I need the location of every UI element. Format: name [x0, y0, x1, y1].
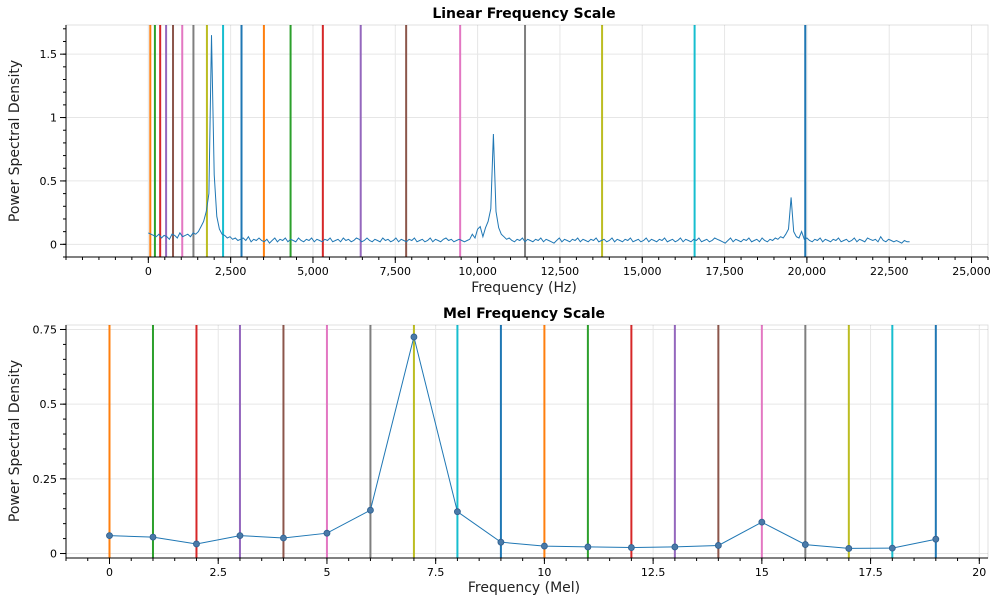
- plot-area-frame: [65, 324, 989, 559]
- x-tick-label: 12.5: [641, 566, 666, 579]
- chart-title: Linear Frequency Scale: [432, 6, 615, 22]
- y-axis-label: Power Spectral Density: [7, 60, 23, 222]
- x-tick-label: 25,000: [952, 265, 991, 278]
- x-tick-label: 12,500: [541, 265, 580, 278]
- y-tick-label: 1.5: [40, 48, 58, 61]
- x-tick-label: 20: [972, 566, 986, 579]
- x-tick-label: 5: [323, 566, 330, 579]
- data-point: [801, 541, 809, 548]
- y-tick-label: 0.25: [33, 473, 58, 486]
- mel-frequency-panel: Mel Frequency Scale Frequency (Mel) Powe…: [7, 306, 989, 596]
- x-tick-label: 20,000: [788, 265, 827, 278]
- y-tick-label: 0.5: [40, 175, 58, 188]
- x-tick-label: 15: [755, 566, 769, 579]
- data-point: [584, 543, 592, 551]
- x-tick-label: 17,500: [705, 265, 744, 278]
- x-tick-label: 7.5: [427, 566, 445, 579]
- y-tick-label: 0.5: [40, 398, 58, 411]
- data-point: [888, 544, 896, 552]
- x-tick-label: 22,500: [870, 265, 909, 278]
- data-point: [671, 543, 679, 551]
- data-point: [106, 532, 113, 539]
- x-tick-label: 15,000: [623, 265, 662, 278]
- data-point: [497, 538, 505, 546]
- x-tick-label: 2,500: [215, 265, 247, 278]
- data-point: [367, 506, 374, 514]
- y-tick-label: 1: [50, 112, 57, 125]
- data-point: [323, 529, 331, 537]
- x-tick-label: 7,500: [380, 265, 412, 278]
- psd-series-line: [148, 35, 910, 244]
- x-axis-label: Frequency (Mel): [468, 580, 580, 596]
- linear-frequency-panel: Linear Frequency Scale Frequency (Hz) Po…: [7, 6, 991, 296]
- x-tick-label: 10: [537, 566, 551, 579]
- data-point: [845, 545, 853, 552]
- x-tick-label: 0: [106, 566, 113, 579]
- x-tick-label: 0: [145, 265, 152, 278]
- x-tick-label: 2.5: [209, 566, 227, 579]
- y-tick-label: 0.75: [33, 323, 58, 336]
- data-point: [540, 542, 548, 550]
- y-axis-label: Power Spectral Density: [7, 360, 23, 522]
- y-tick-label: 0: [50, 548, 57, 561]
- psd-series-line: [109, 336, 936, 549]
- data-point: [410, 333, 418, 341]
- data-point: [236, 532, 244, 539]
- data-point: [758, 518, 766, 526]
- x-tick-label: 10,000: [458, 265, 497, 278]
- x-axis-label: Frequency (Hz): [471, 280, 577, 296]
- data-point: [454, 508, 461, 516]
- data-point: [627, 544, 635, 551]
- y-tick-label: 0: [50, 238, 57, 251]
- data-point: [714, 542, 722, 549]
- chart-title: Mel Frequency Scale: [443, 306, 605, 322]
- data-point: [149, 533, 157, 541]
- plot-area-frame: [65, 24, 989, 258]
- data-point: [193, 540, 200, 548]
- x-tick-label: 17.5: [858, 566, 883, 579]
- x-tick-label: 5,000: [297, 265, 329, 278]
- data-point: [932, 535, 940, 543]
- data-point: [280, 534, 287, 542]
